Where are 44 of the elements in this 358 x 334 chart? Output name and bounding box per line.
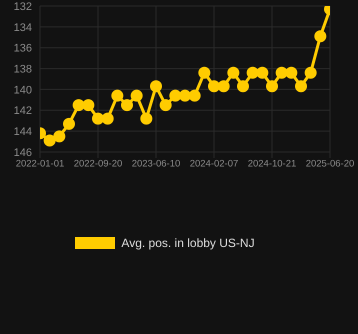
point [276,66,288,79]
point [188,90,201,102]
y-tick-label: 142 [14,105,32,118]
point [227,66,240,79]
point [179,90,191,102]
point [285,66,298,79]
y-tick-label: 138 [14,63,32,76]
x-tick-label: 2024-10-21 [248,158,296,170]
point [92,112,104,125]
point [218,80,230,92]
point [295,80,307,92]
x-tick-label: 2022-01-01 [16,158,64,170]
point [246,66,259,79]
point [237,80,249,92]
point [314,30,326,42]
point [169,90,182,102]
point [198,66,210,79]
point [256,66,268,79]
y-tick-label: 146 [14,146,32,159]
legend-label: Avg. pos. in lobby US-NJ [121,236,255,250]
point [111,90,124,102]
point [266,80,278,92]
point [130,90,143,102]
point [82,99,94,112]
point [44,134,56,147]
y-tick-label: 140 [14,84,32,96]
x-tick-label: 2025-06-20 [306,158,354,170]
point [121,99,133,112]
y-tick-label: 132 [14,0,32,13]
point [150,80,162,92]
y-tick-label: 144 [14,126,32,138]
x-tick-label: 2024-02-07 [190,158,238,170]
y-tick-label: 136 [14,42,32,55]
point [140,112,152,125]
point [72,99,85,112]
point [160,99,172,112]
y-tick-label: 134 [14,22,32,34]
point [304,66,317,79]
point [53,130,66,142]
point [63,118,75,130]
x-tick-label: 2022-09-20 [74,158,122,170]
point [208,80,220,92]
x-tick-label: 2023-06-10 [132,158,180,170]
point [102,112,114,125]
